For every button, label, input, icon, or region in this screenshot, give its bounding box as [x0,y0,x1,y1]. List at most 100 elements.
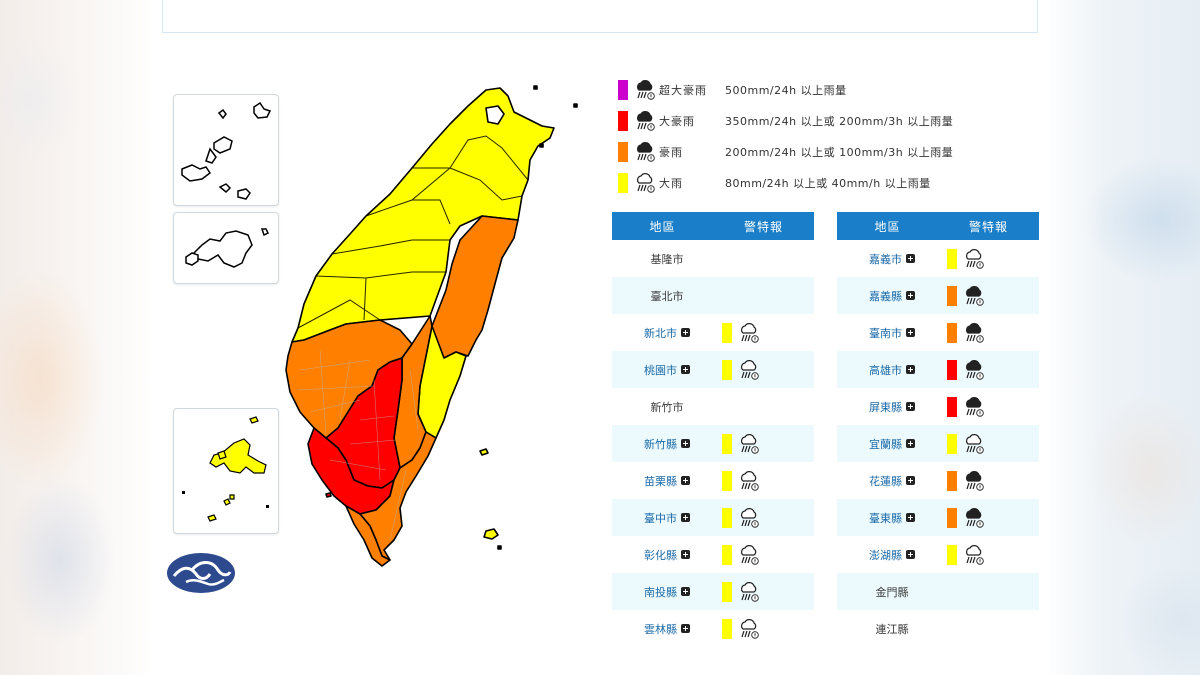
expand-plus-icon[interactable] [681,328,690,337]
warning-level-swatch [947,248,957,269]
county-name[interactable]: 桃園市 [644,363,677,377]
top-banner-strip [162,0,1038,33]
county-name-cell[interactable]: 南投縣 [612,584,722,600]
county-name-cell[interactable]: 嘉義市 [837,251,947,267]
county-name-cell[interactable]: 嘉義縣 [837,288,947,304]
rain-warning-map [150,40,600,660]
county-name[interactable]: 花蓮縣 [869,474,902,488]
warning-page: 超大豪雨 500mm/24h 以上雨量 大豪雨 350mm/24h 以上或 200mm… [150,0,1050,675]
expand-plus-icon[interactable] [906,439,915,448]
table-row: 臺東縣 [837,499,1039,536]
expand-plus-icon[interactable] [906,365,915,374]
expand-plus-icon[interactable] [681,365,690,374]
county-name-cell: 金門縣 [837,584,947,600]
county-name-cell[interactable]: 花蓮縣 [837,473,947,489]
county-name-cell[interactable]: 高雄市 [837,362,947,378]
county-name-cell[interactable]: 雲林縣 [612,621,722,637]
legend-description: 500mm/24h 以上雨量 [725,83,847,97]
expand-plus-icon[interactable] [906,550,915,559]
county-name-cell[interactable]: 澎湖縣 [837,547,947,563]
expand-plus-icon[interactable] [906,513,915,522]
county-name-cell[interactable]: 桃園市 [612,362,722,378]
county-name-cell[interactable]: 彰化縣 [612,547,722,563]
heavy-rain-icon [634,110,656,132]
county-name[interactable]: 苗栗縣 [644,474,677,488]
heavy-rain-icon [963,322,985,344]
county-name[interactable]: 南投縣 [644,585,677,599]
county-name-cell[interactable]: 臺南市 [837,325,947,341]
table-row: 嘉義縣 [837,277,1039,314]
legend-row: 大豪雨 350mm/24h 以上或 200mm/3h 以上雨量 [616,105,1036,136]
heavy-rain-icon [634,141,656,163]
county-name-cell[interactable]: 苗栗縣 [612,473,722,489]
light-rain-icon [738,581,760,603]
warning-level-swatch [947,322,957,343]
penghu-inset [173,408,279,534]
county-name-cell[interactable]: 屏東縣 [837,399,947,415]
cwa-logo [167,553,235,593]
warning-level-swatch [947,470,957,491]
expand-plus-icon[interactable] [681,476,690,485]
table-row: 新竹縣 [612,425,814,462]
expand-plus-icon[interactable] [906,254,915,263]
expand-plus-icon[interactable] [906,291,915,300]
county-name-cell: 基隆市 [612,251,722,267]
county-name[interactable]: 屏東縣 [869,400,902,414]
table-header: 地區 警特報 [837,212,1039,240]
expand-plus-icon[interactable] [681,624,690,633]
warning-header: 警特報 [743,219,783,234]
county-name[interactable]: 臺南市 [869,326,902,340]
county-warning-table-right: 地區 警特報 嘉義市嘉義縣臺南市高雄市屏東縣宜蘭縣花蓮縣臺東縣澎湖縣金門縣連江縣 [837,212,1039,647]
table-row: 南投縣 [612,573,814,610]
table-row: 嘉義市 [837,240,1039,277]
expand-plus-icon[interactable] [906,476,915,485]
kinmen-inset [173,212,279,284]
county-name: 金門縣 [875,585,909,599]
expand-plus-icon[interactable] [906,402,915,411]
warning-cell [947,396,985,418]
county-name[interactable]: 高雄市 [869,363,902,377]
county-name[interactable]: 臺東縣 [869,511,902,525]
county-name[interactable]: 嘉義市 [869,252,902,266]
county-name[interactable]: 雲林縣 [644,622,677,636]
legend-swatch [618,79,628,100]
county-name: 連江縣 [875,622,909,636]
county-name[interactable]: 澎湖縣 [869,548,902,562]
table-row: 新北市 [612,314,814,351]
warning-level-swatch [722,581,732,602]
expand-plus-icon[interactable] [681,550,690,559]
legend-label: 大雨 [659,176,683,190]
expand-plus-icon[interactable] [681,513,690,522]
table-row: 宜蘭縣 [837,425,1039,462]
legend-swatch [618,110,628,131]
county-name-cell[interactable]: 臺東縣 [837,510,947,526]
legend-label: 豪雨 [659,145,683,159]
warning-header: 警特報 [968,219,1008,234]
warning-cell [722,507,760,529]
county-name[interactable]: 新北市 [644,326,677,340]
county-name[interactable]: 臺中市 [644,511,677,525]
light-rain-icon [738,544,760,566]
county-name-cell[interactable]: 新北市 [612,325,722,341]
county-name-cell[interactable]: 宜蘭縣 [837,436,947,452]
warning-cell [722,433,760,455]
county-name-cell[interactable]: 臺中市 [612,510,722,526]
expand-plus-icon[interactable] [681,439,690,448]
county-name[interactable]: 新竹縣 [644,437,677,451]
table-row: 桃園市 [612,351,814,388]
county-name[interactable]: 宜蘭縣 [869,437,902,451]
heavy-rain-icon [634,79,656,101]
table-row: 連江縣 [837,610,1039,647]
county-name-cell[interactable]: 新竹縣 [612,436,722,452]
warning-cell [947,248,985,270]
expand-plus-icon[interactable] [906,328,915,337]
table-row: 澎湖縣 [837,536,1039,573]
warning-level-swatch [722,544,732,565]
warning-level-swatch [722,433,732,454]
expand-plus-icon[interactable] [681,587,690,596]
warning-level-swatch [722,618,732,639]
county-name[interactable]: 嘉義縣 [869,289,902,303]
county-name[interactable]: 彰化縣 [644,548,677,562]
warning-cell [722,322,760,344]
warning-level-swatch [722,470,732,491]
